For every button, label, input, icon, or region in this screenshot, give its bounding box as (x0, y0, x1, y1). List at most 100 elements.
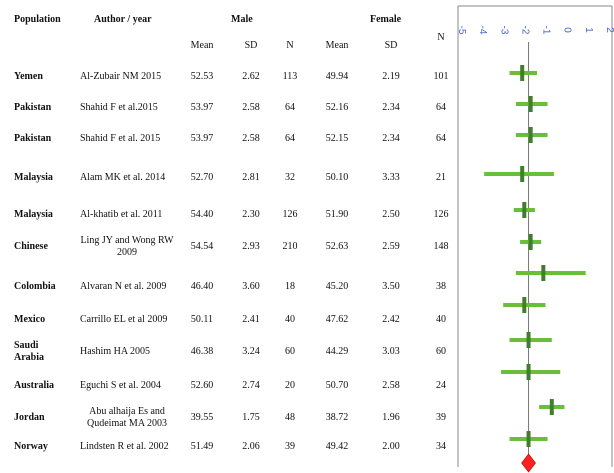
author-cell: Lindsten R et al. 2002 (80, 441, 169, 452)
population-cell: Chinese (14, 241, 48, 252)
male-mean-cell: 52.60 (190, 380, 214, 391)
female-mean-cell: 45.20 (325, 281, 349, 292)
point-estimate (528, 234, 533, 250)
female-sd-cell: 3.33 (382, 172, 400, 183)
author-cell: Eguchi S et al. 2004 (80, 380, 161, 391)
author-cell: Abu alhaija Es and Qudeimat MA 2003 (87, 406, 167, 429)
x-tick-label: 1 (583, 27, 594, 33)
male-mean-cell: 46.38 (190, 346, 214, 357)
female-sd-cell: 2.34 (382, 102, 400, 113)
female-mean-cell: 52.16 (325, 102, 349, 113)
male-n-cell: 210 (282, 241, 298, 252)
point-estimate (526, 332, 531, 348)
header-male-sd: SD (244, 40, 258, 51)
male-mean-cell: 39.55 (190, 412, 214, 423)
header-female-mean: Mean (325, 40, 349, 51)
author-cell: Shahid F et al.2015 (80, 102, 158, 113)
x-tick-label: 0 (562, 27, 573, 33)
population-cell: Pakistan (14, 102, 52, 113)
female-sd-cell: 2.58 (382, 380, 400, 391)
male-mean-cell: 53.97 (190, 102, 214, 113)
header-female: Female (370, 14, 402, 25)
female-n-cell: 64 (436, 102, 446, 113)
female-n-cell: 60 (436, 346, 446, 357)
male-n-cell: 113 (282, 71, 298, 82)
female-sd-cell: 2.34 (382, 133, 400, 144)
male-n-cell: 20 (285, 380, 295, 391)
point-estimate (528, 127, 533, 143)
female-sd-cell: 2.19 (382, 71, 400, 82)
population-cell: Malaysia (14, 209, 53, 220)
female-n-cell: 39 (436, 412, 446, 423)
male-mean-cell: 52.70 (190, 172, 214, 183)
author-cell: Shahid F et al. 2015 (80, 133, 161, 144)
female-n-cell: 40 (436, 314, 446, 325)
male-sd-cell: 2.58 (242, 102, 260, 113)
female-n-cell: 101 (433, 71, 449, 82)
x-tick-label: 2 (604, 27, 614, 33)
female-n-cell: 34 (436, 441, 446, 452)
female-mean-cell: 49.94 (325, 71, 349, 82)
header-author: Author / year (94, 14, 152, 25)
male-n-cell: 126 (282, 209, 298, 220)
pooled-diamond (521, 453, 536, 473)
male-mean-cell: 46.40 (190, 281, 214, 292)
header-male-n: N (286, 40, 294, 51)
female-n-cell: 38 (436, 281, 446, 292)
population-cell: Malaysia (14, 172, 53, 183)
author-cell: Alam MK et al. 2014 (80, 172, 166, 183)
header-male-mean: Mean (190, 40, 214, 51)
female-n-cell: 24 (436, 380, 446, 391)
female-mean-cell: 44.29 (325, 346, 349, 357)
x-tick-label: -1 (541, 26, 552, 35)
female-n-cell: 126 (433, 209, 449, 220)
author-cell: Alvaran N et al. 2009 (80, 281, 167, 292)
male-mean-cell: 53.97 (190, 133, 214, 144)
header-male: Male (231, 14, 253, 25)
population-cell: Mexico (14, 314, 46, 325)
x-tick-label: -4 (477, 26, 488, 35)
author-cell: Hashim HA 2005 (80, 346, 150, 357)
male-mean-cell: 50.11 (190, 314, 214, 325)
point-estimate (526, 431, 531, 447)
population-cell: Yemen (14, 71, 43, 82)
female-sd-cell: 1.96 (382, 412, 400, 423)
male-n-cell: 39 (285, 441, 295, 452)
male-n-cell: 64 (285, 102, 295, 113)
male-n-cell: 48 (285, 412, 295, 423)
point-estimate (541, 265, 546, 281)
female-sd-cell: 2.42 (382, 314, 400, 325)
male-mean-cell: 54.40 (190, 209, 214, 220)
population-cell: Saudi Arabia (14, 340, 44, 363)
female-sd-cell: 2.00 (382, 441, 400, 452)
male-sd-cell: 2.74 (242, 380, 260, 391)
male-mean-cell: 52.53 (190, 71, 214, 82)
population-cell: Norway (14, 441, 48, 452)
male-sd-cell: 2.06 (242, 441, 260, 452)
author-cell: Al-khatib et al. 2011 (80, 209, 163, 220)
female-mean-cell: 38.72 (325, 412, 349, 423)
male-sd-cell: 3.24 (242, 346, 260, 357)
male-sd-cell: 2.81 (242, 172, 260, 183)
point-estimate (526, 364, 531, 380)
author-cell: Carrillo EL et al 2009 (80, 314, 168, 325)
population-cell: Jordan (14, 412, 45, 423)
point-estimate (522, 297, 527, 313)
point-estimate (520, 65, 525, 81)
header-population: Population (14, 14, 61, 25)
x-tick-label: -5 (456, 26, 467, 35)
male-sd-cell: 2.41 (242, 314, 260, 325)
male-mean-cell: 51.49 (190, 441, 214, 452)
male-n-cell: 18 (285, 281, 295, 292)
x-tick-label: -2 (519, 26, 530, 35)
point-estimate (522, 202, 527, 218)
male-sd-cell: 2.93 (242, 241, 260, 252)
male-mean-cell: 54.54 (190, 241, 214, 252)
point-estimate (549, 399, 554, 415)
female-mean-cell: 50.10 (325, 172, 349, 183)
male-n-cell: 32 (285, 172, 295, 183)
point-estimate (520, 166, 525, 182)
female-mean-cell: 51.90 (325, 209, 349, 220)
male-n-cell: 40 (285, 314, 295, 325)
